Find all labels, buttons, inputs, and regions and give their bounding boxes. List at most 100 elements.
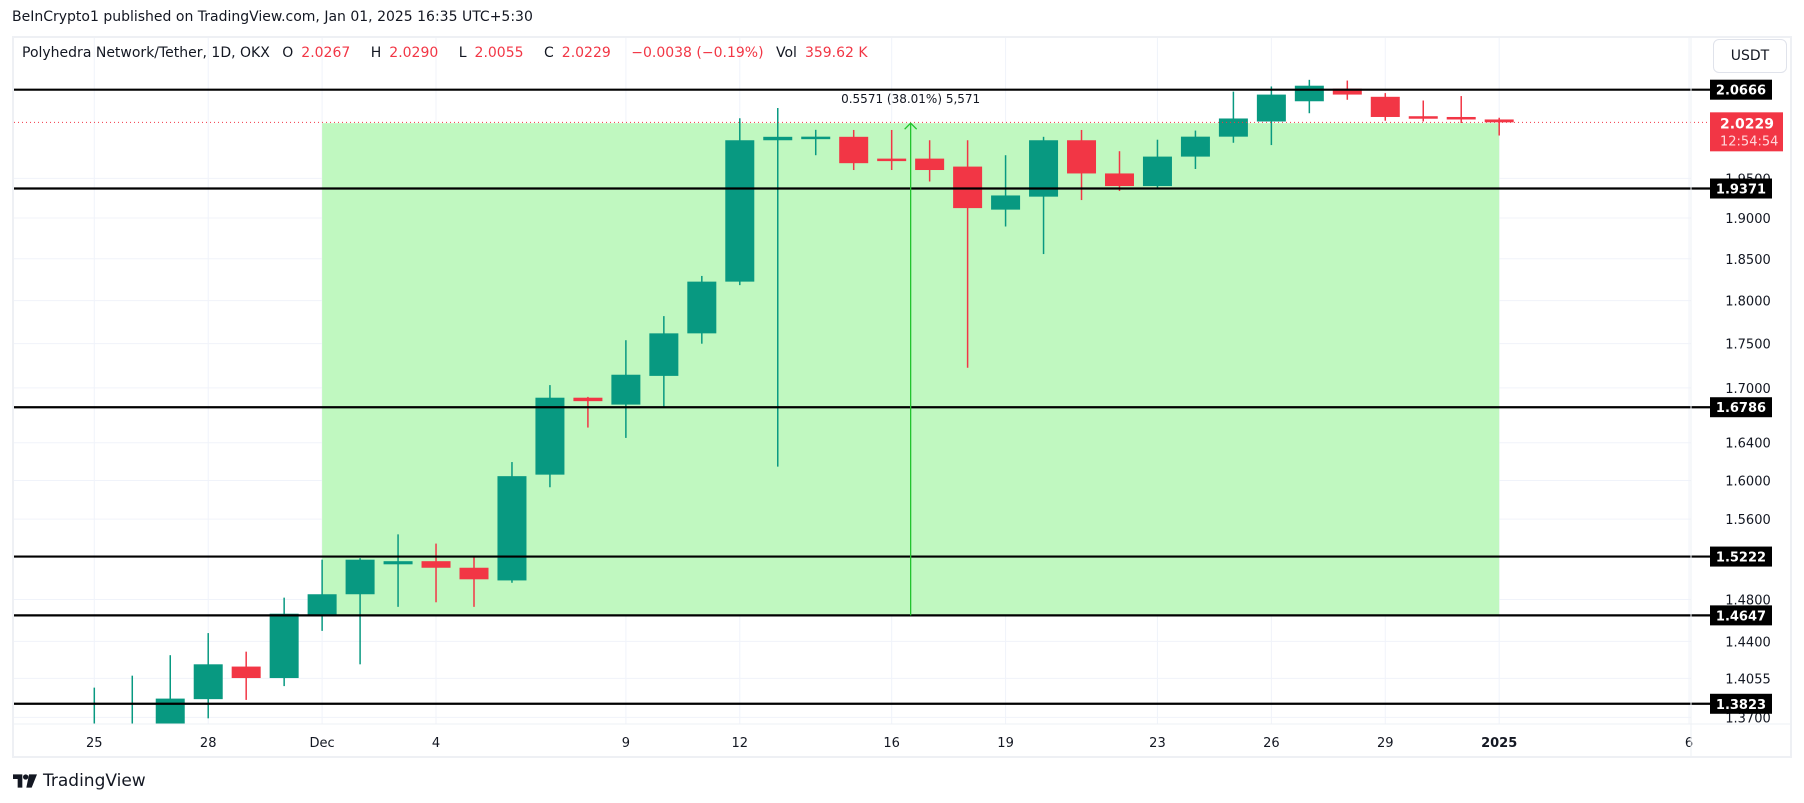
candle: [345, 558, 375, 665]
candle: [839, 129, 869, 171]
candle-body: [459, 567, 489, 580]
x-axis-tick: 12: [732, 736, 749, 751]
y-axis-tick: 1.3700: [1725, 711, 1771, 726]
candle: [93, 687, 96, 724]
candle-body: [687, 281, 717, 334]
candle-body: [763, 136, 793, 141]
candle-body: [573, 397, 603, 402]
x-axis-tick: 29: [1377, 736, 1394, 751]
x-axis-tick: 2025: [1481, 736, 1517, 751]
close-value: 2.0229: [561, 45, 611, 61]
candle-body: [1142, 156, 1172, 187]
candle-body: [1484, 119, 1514, 123]
publisher-caption: BeInCrypto1 published on TradingView.com…: [12, 9, 533, 25]
volume-value: 359.62 K: [804, 45, 868, 61]
bar-countdown: 12:54:54: [1720, 134, 1778, 149]
candle: [1029, 136, 1059, 255]
candle-body: [801, 136, 831, 140]
candle: [1256, 86, 1286, 146]
y-axis-tick: 1.8500: [1725, 253, 1771, 268]
candle-body: [193, 664, 223, 700]
candle: [953, 140, 983, 368]
candle-body: [345, 559, 375, 595]
y-axis-tick: 1.7500: [1725, 338, 1771, 353]
change-value: −0.0038 (−0.19%): [631, 45, 764, 61]
x-axis-tick: 23: [1149, 736, 1166, 751]
x-axis-tick: 26: [1263, 736, 1280, 751]
measure-label: 0.5571 (38.01%) 5,571: [841, 92, 980, 106]
candle: [269, 597, 299, 687]
level-price-badge: [1710, 178, 1772, 199]
high-value: 2.0290: [389, 45, 439, 61]
x-axis-tick: 19: [997, 736, 1014, 751]
candle-body: [1294, 85, 1324, 102]
candle-body: [118, 729, 147, 740]
last-price-value: 2.0229: [1720, 116, 1774, 132]
candle: [801, 129, 831, 156]
candle: [193, 633, 223, 719]
candle-body: [535, 397, 565, 475]
candle: [1104, 151, 1134, 191]
candle: [1180, 130, 1210, 170]
candle: [915, 140, 945, 182]
candle: [535, 385, 565, 488]
y-axis-tick: 1.5600: [1725, 513, 1771, 528]
x-axis-tick: 25: [86, 736, 103, 751]
candle-body: [725, 140, 755, 282]
candle: [307, 559, 337, 631]
candle: [573, 396, 603, 428]
candle-body: [991, 195, 1021, 210]
candle: [1446, 96, 1476, 124]
chart-frame: [12, 36, 1792, 758]
y-axis-tick: 1.6400: [1725, 437, 1771, 452]
measure-arrow-head: [904, 122, 918, 130]
x-axis-tick: 4: [432, 736, 440, 751]
high-label: H: [370, 45, 382, 61]
currency-button[interactable]: USDT: [1713, 39, 1787, 73]
level-price-label: 1.6786: [1716, 401, 1766, 416]
candle: [231, 651, 261, 700]
low-label: L: [458, 45, 467, 61]
level-price-badge: [1710, 605, 1772, 626]
close-label: C: [544, 45, 554, 61]
candle-body: [307, 594, 337, 616]
candle-body: [1256, 94, 1286, 122]
level-price-badge: [1710, 546, 1772, 567]
symbol-name[interactable]: Polyhedra Network/Tether, 1D, OKX: [22, 45, 270, 61]
candle: [1142, 139, 1172, 190]
candle: [1218, 91, 1248, 143]
candle-body: [1370, 96, 1400, 117]
x-axis-tick: Dec: [310, 736, 335, 751]
candle: [991, 155, 1021, 227]
volume-label: Vol: [775, 45, 797, 61]
candle: [383, 534, 413, 607]
low-value: 2.0055: [474, 45, 524, 61]
last-price-badge: [1710, 112, 1783, 152]
x-axis-tick: 9: [622, 736, 630, 751]
candle-body: [269, 613, 299, 679]
candle-body: [383, 561, 413, 565]
candle: [497, 462, 527, 583]
candle-body: [1218, 118, 1248, 137]
candle-body: [1029, 140, 1059, 197]
candle-body: [1067, 140, 1097, 174]
candle: [1408, 100, 1438, 122]
level-price-label: 1.4647: [1716, 609, 1766, 624]
y-axis-tick: 1.4400: [1725, 635, 1771, 650]
y-axis-tick: 1.6000: [1725, 474, 1771, 489]
candle: [725, 118, 755, 286]
candle-body: [1408, 116, 1438, 119]
level-price-badge: [1710, 693, 1772, 714]
candle-body: [649, 333, 679, 376]
level-price-badge: [1710, 397, 1772, 418]
y-axis-tick: 1.9000: [1725, 212, 1771, 227]
tradingview-logo[interactable]: TradingView: [13, 771, 146, 791]
open-value: 2.0267: [301, 45, 351, 61]
candle: [421, 543, 451, 603]
level-price-label: 1.9371: [1716, 183, 1766, 198]
level-price-label: 1.3823: [1716, 698, 1766, 713]
level-price-label: 2.0666: [1716, 84, 1766, 99]
candle: [155, 655, 185, 724]
candle: [118, 675, 147, 740]
